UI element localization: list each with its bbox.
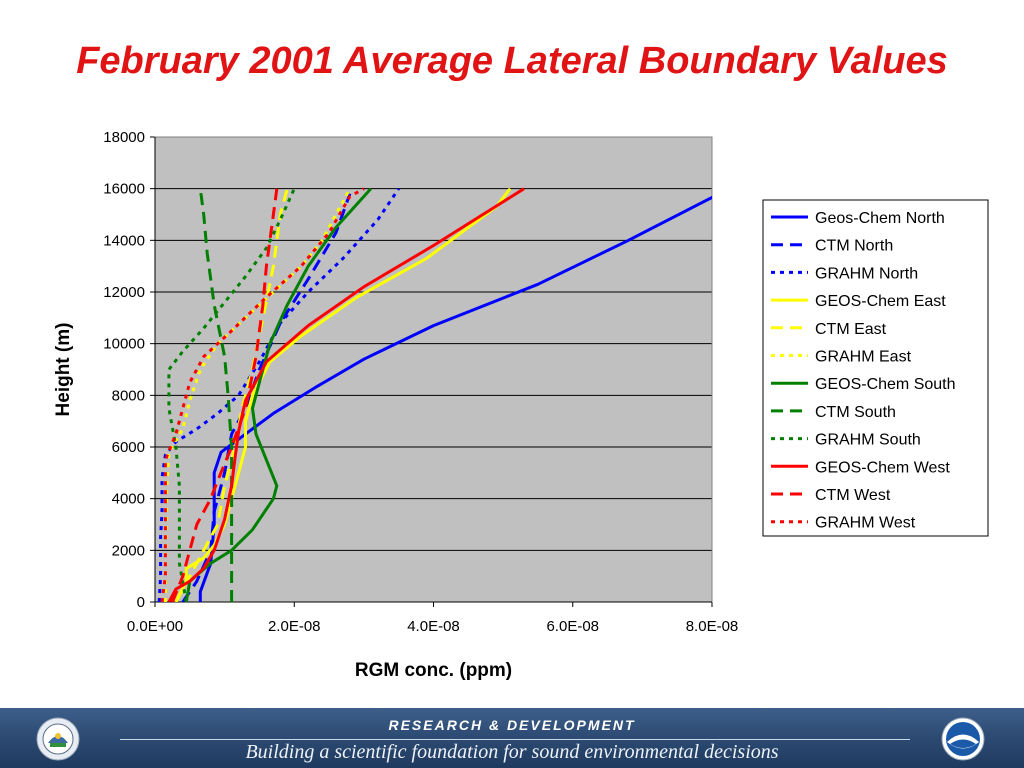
footer-heading: RESEARCH & DEVELOPMENT [388, 717, 636, 733]
y-tick-label: 14000 [103, 232, 145, 249]
series-line-12 [160, 187, 365, 602]
chart: 0 2000 4000 6000 8000 10000 12000 14000 16000 180… [53, 129, 989, 681]
y-tick-label: 16000 [103, 181, 145, 198]
slide-title: February 2001 Average Lateral Boundary V… [76, 40, 948, 82]
y-tick-label: 6000 [112, 439, 145, 456]
legend-entry: GEOS-Chem West [815, 459, 950, 476]
y-tick-label: 10000 [103, 336, 145, 353]
x-axis-label: RGM conc. (ppm) [355, 660, 512, 681]
legend-entry: CTM North [815, 238, 893, 255]
x-tick-label: 0.0E+00 [127, 618, 183, 635]
legend-entry: GEOS-Chem South [815, 376, 956, 393]
legend-entry: GRAHM North [815, 265, 918, 282]
y-tick-label: 12000 [103, 284, 145, 301]
y-tick-label: 0 [137, 594, 145, 611]
legend-entry: GRAHM East [815, 349, 912, 366]
x-tick-label: 4.0E-08 [407, 618, 460, 635]
epa-seal-icon [36, 717, 80, 761]
footer-divider [120, 739, 910, 740]
legend-entry: CTM East [815, 321, 887, 338]
series-line-3 [157, 187, 400, 602]
y-tick-label: 4000 [112, 491, 145, 508]
series-line-5 [174, 188, 289, 602]
legend [762, 199, 989, 537]
legend-entry: GRAHM South [815, 432, 921, 449]
y-axis-label: Height (m) [53, 323, 74, 417]
footer-banner: RESEARCH & DEVELOPMENT Building a scient… [0, 708, 1024, 768]
series-line-7 [184, 187, 372, 602]
series-line-11 [171, 188, 279, 602]
series-line-10 [167, 187, 525, 602]
series-line-9 [167, 188, 296, 602]
y-tick-label: 2000 [112, 542, 145, 559]
footer-tagline: Building a scientific foundation for sou… [245, 741, 779, 763]
x-tick-label: 8.0E-08 [686, 618, 739, 635]
legend-entry: GRAHM West [815, 515, 916, 532]
y-tick-label: 18000 [103, 129, 145, 146]
plot-area [155, 137, 712, 602]
y-tick-label: 8000 [112, 387, 145, 404]
noaa-logo-icon [941, 717, 985, 761]
legend-entry: CTM West [815, 487, 891, 504]
legend-entry: GEOS-Chem East [815, 293, 946, 310]
legend-entry: Geos-Chem North [815, 210, 945, 227]
x-tick-label: 2.0E-08 [268, 618, 321, 635]
legend-entry: CTM South [815, 404, 896, 421]
series-line-8 [198, 188, 234, 602]
x-tick-label: 6.0E-08 [546, 618, 599, 635]
